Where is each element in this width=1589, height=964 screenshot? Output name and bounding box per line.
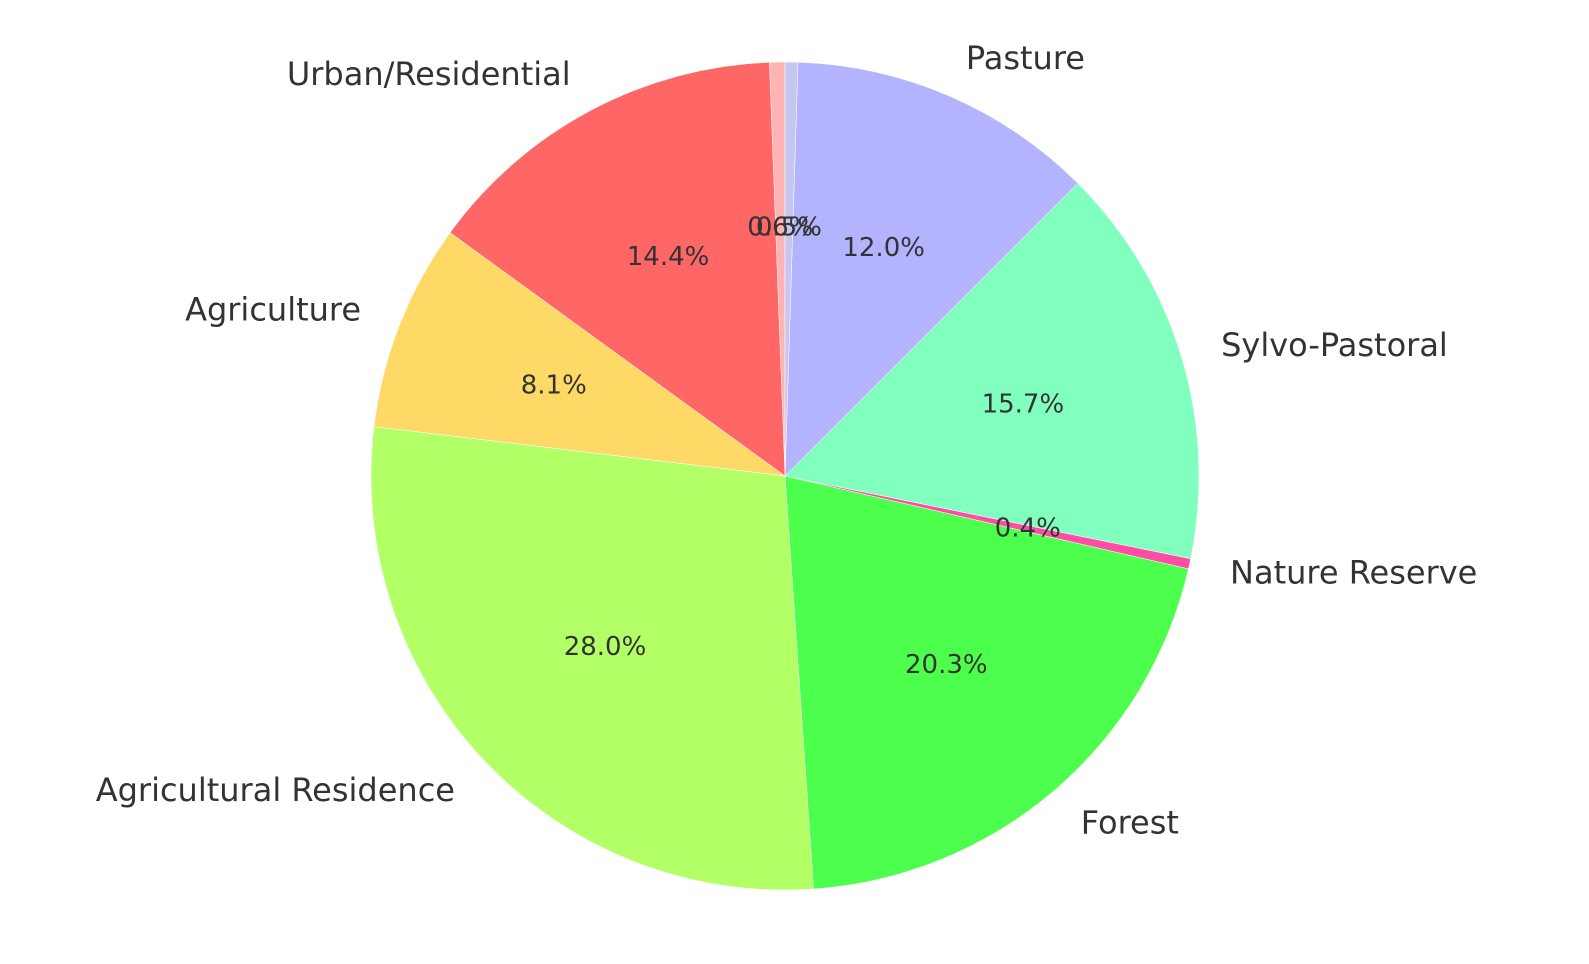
pct-label-unlabeled-8: 0.5% (756, 213, 822, 243)
pie-slice-agricultural-residence-3 (370, 426, 814, 891)
pct-label-agricultural-residence-3: 28.0% (564, 632, 647, 662)
category-label-forest: Forest (1081, 803, 1179, 841)
category-label-agriculture: Agriculture (185, 291, 361, 329)
category-label-nature-reserve: Nature Reserve (1230, 554, 1477, 592)
pie-slice-sylvo-pastoral-6 (784, 182, 1200, 559)
pie-slice-urban-residential-1 (449, 62, 786, 477)
pct-label-sylvo-pastoral-6: 15.7% (982, 389, 1065, 419)
pct-label-urban-residential-1: 14.4% (627, 242, 710, 272)
pie-slice-unlabeled-8 (784, 61, 799, 477)
pie-slices (370, 61, 1200, 891)
pie-slice-pasture-7 (784, 61, 1079, 477)
pct-label-unlabeled-0: 0.6% (747, 213, 813, 243)
category-label-urban-residential: Urban/Residential (287, 55, 571, 93)
percentage-labels: 0.6% 14.4% 8.1% 28.0% 20.3% 0.4% 15.7% 12.0% 0.5… (521, 213, 1064, 680)
category-labels: Urban/Residential Agriculture Agricultural… (96, 39, 1478, 841)
pct-label-forest-4: 20.3% (905, 650, 988, 680)
category-label-pasture: Pasture (966, 39, 1085, 77)
category-label-sylvo-pastoral: Sylvo-Pastoral (1221, 326, 1448, 364)
pct-label-agriculture-2: 8.1% (521, 370, 587, 400)
pct-label-nature-reserve-5: 0.4% (995, 514, 1061, 544)
category-label-agricultural-residence: Agricultural Residence (96, 771, 455, 809)
pct-label-pasture-7: 12.0% (842, 233, 925, 263)
pie-slice-forest-4 (784, 475, 1189, 890)
pie-slice-agriculture-2 (373, 232, 786, 477)
